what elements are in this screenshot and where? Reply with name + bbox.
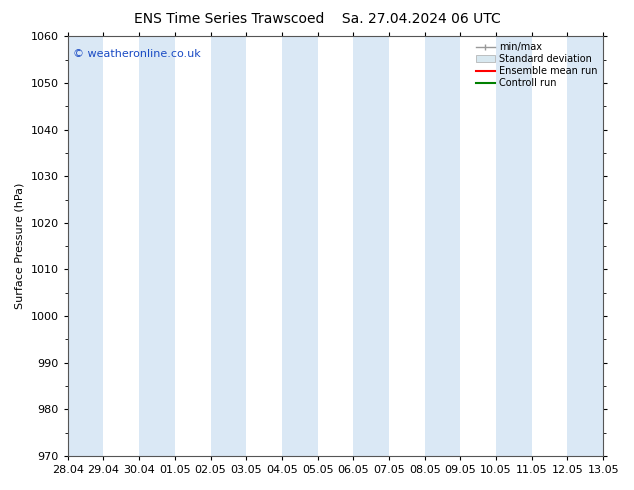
Bar — [567, 36, 603, 456]
Text: ENS Time Series Trawscoed    Sa. 27.04.2024 06 UTC: ENS Time Series Trawscoed Sa. 27.04.2024… — [134, 12, 500, 26]
Bar — [496, 36, 532, 456]
Bar — [210, 36, 246, 456]
Bar — [353, 36, 389, 456]
Legend: min/max, Standard deviation, Ensemble mean run, Controll run: min/max, Standard deviation, Ensemble me… — [472, 38, 601, 92]
Y-axis label: Surface Pressure (hPa): Surface Pressure (hPa) — [15, 183, 25, 309]
Bar — [68, 36, 103, 456]
Bar — [425, 36, 460, 456]
Bar — [139, 36, 175, 456]
Text: © weatheronline.co.uk: © weatheronline.co.uk — [73, 49, 201, 59]
Bar — [282, 36, 318, 456]
